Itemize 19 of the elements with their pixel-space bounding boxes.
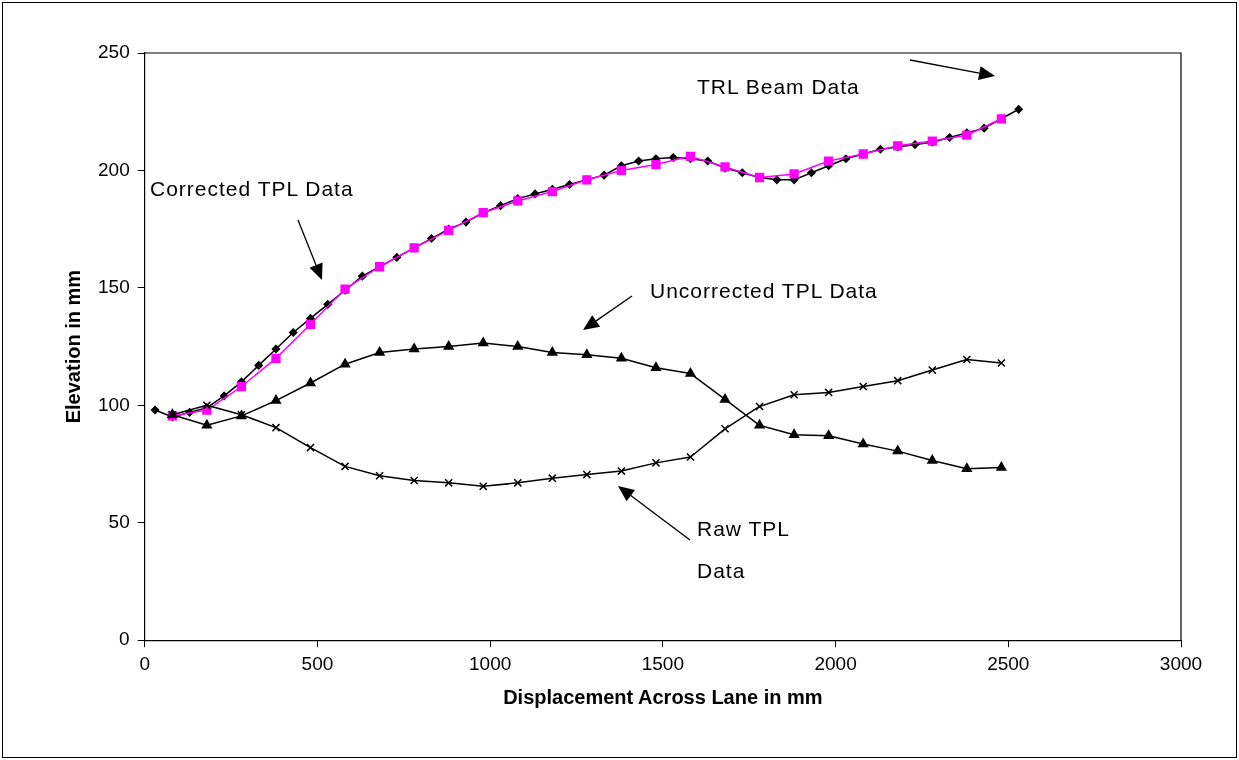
annotation: Corrected TPL Data <box>150 176 355 202</box>
y-tick-label: 100 <box>98 393 130 415</box>
x-tick-label: 1500 <box>641 652 684 674</box>
annotation: TRL Beam Data <box>697 74 861 100</box>
x-tick-label: 0 <box>139 652 150 674</box>
x-axis-title: Displacement Across Lane in mm <box>503 685 823 708</box>
y-tick-label: 50 <box>108 510 130 532</box>
y-tick-label: 250 <box>98 41 130 63</box>
x-tick-label: 500 <box>301 652 334 674</box>
x-tick-label: 2000 <box>814 652 857 674</box>
annotation: Raw TPL Data <box>697 516 791 584</box>
x-tick-label: 1000 <box>468 652 512 674</box>
y-axis-title: Elevation in mm <box>61 269 84 424</box>
y-tick-label: 0 <box>119 628 130 650</box>
x-tick-label: 3000 <box>1159 652 1203 674</box>
x-tick-label: 2500 <box>987 652 1030 674</box>
y-tick-label: 150 <box>98 276 130 298</box>
y-tick-label: 200 <box>98 158 130 180</box>
annotation: Uncorrected TPL Data <box>650 278 879 304</box>
